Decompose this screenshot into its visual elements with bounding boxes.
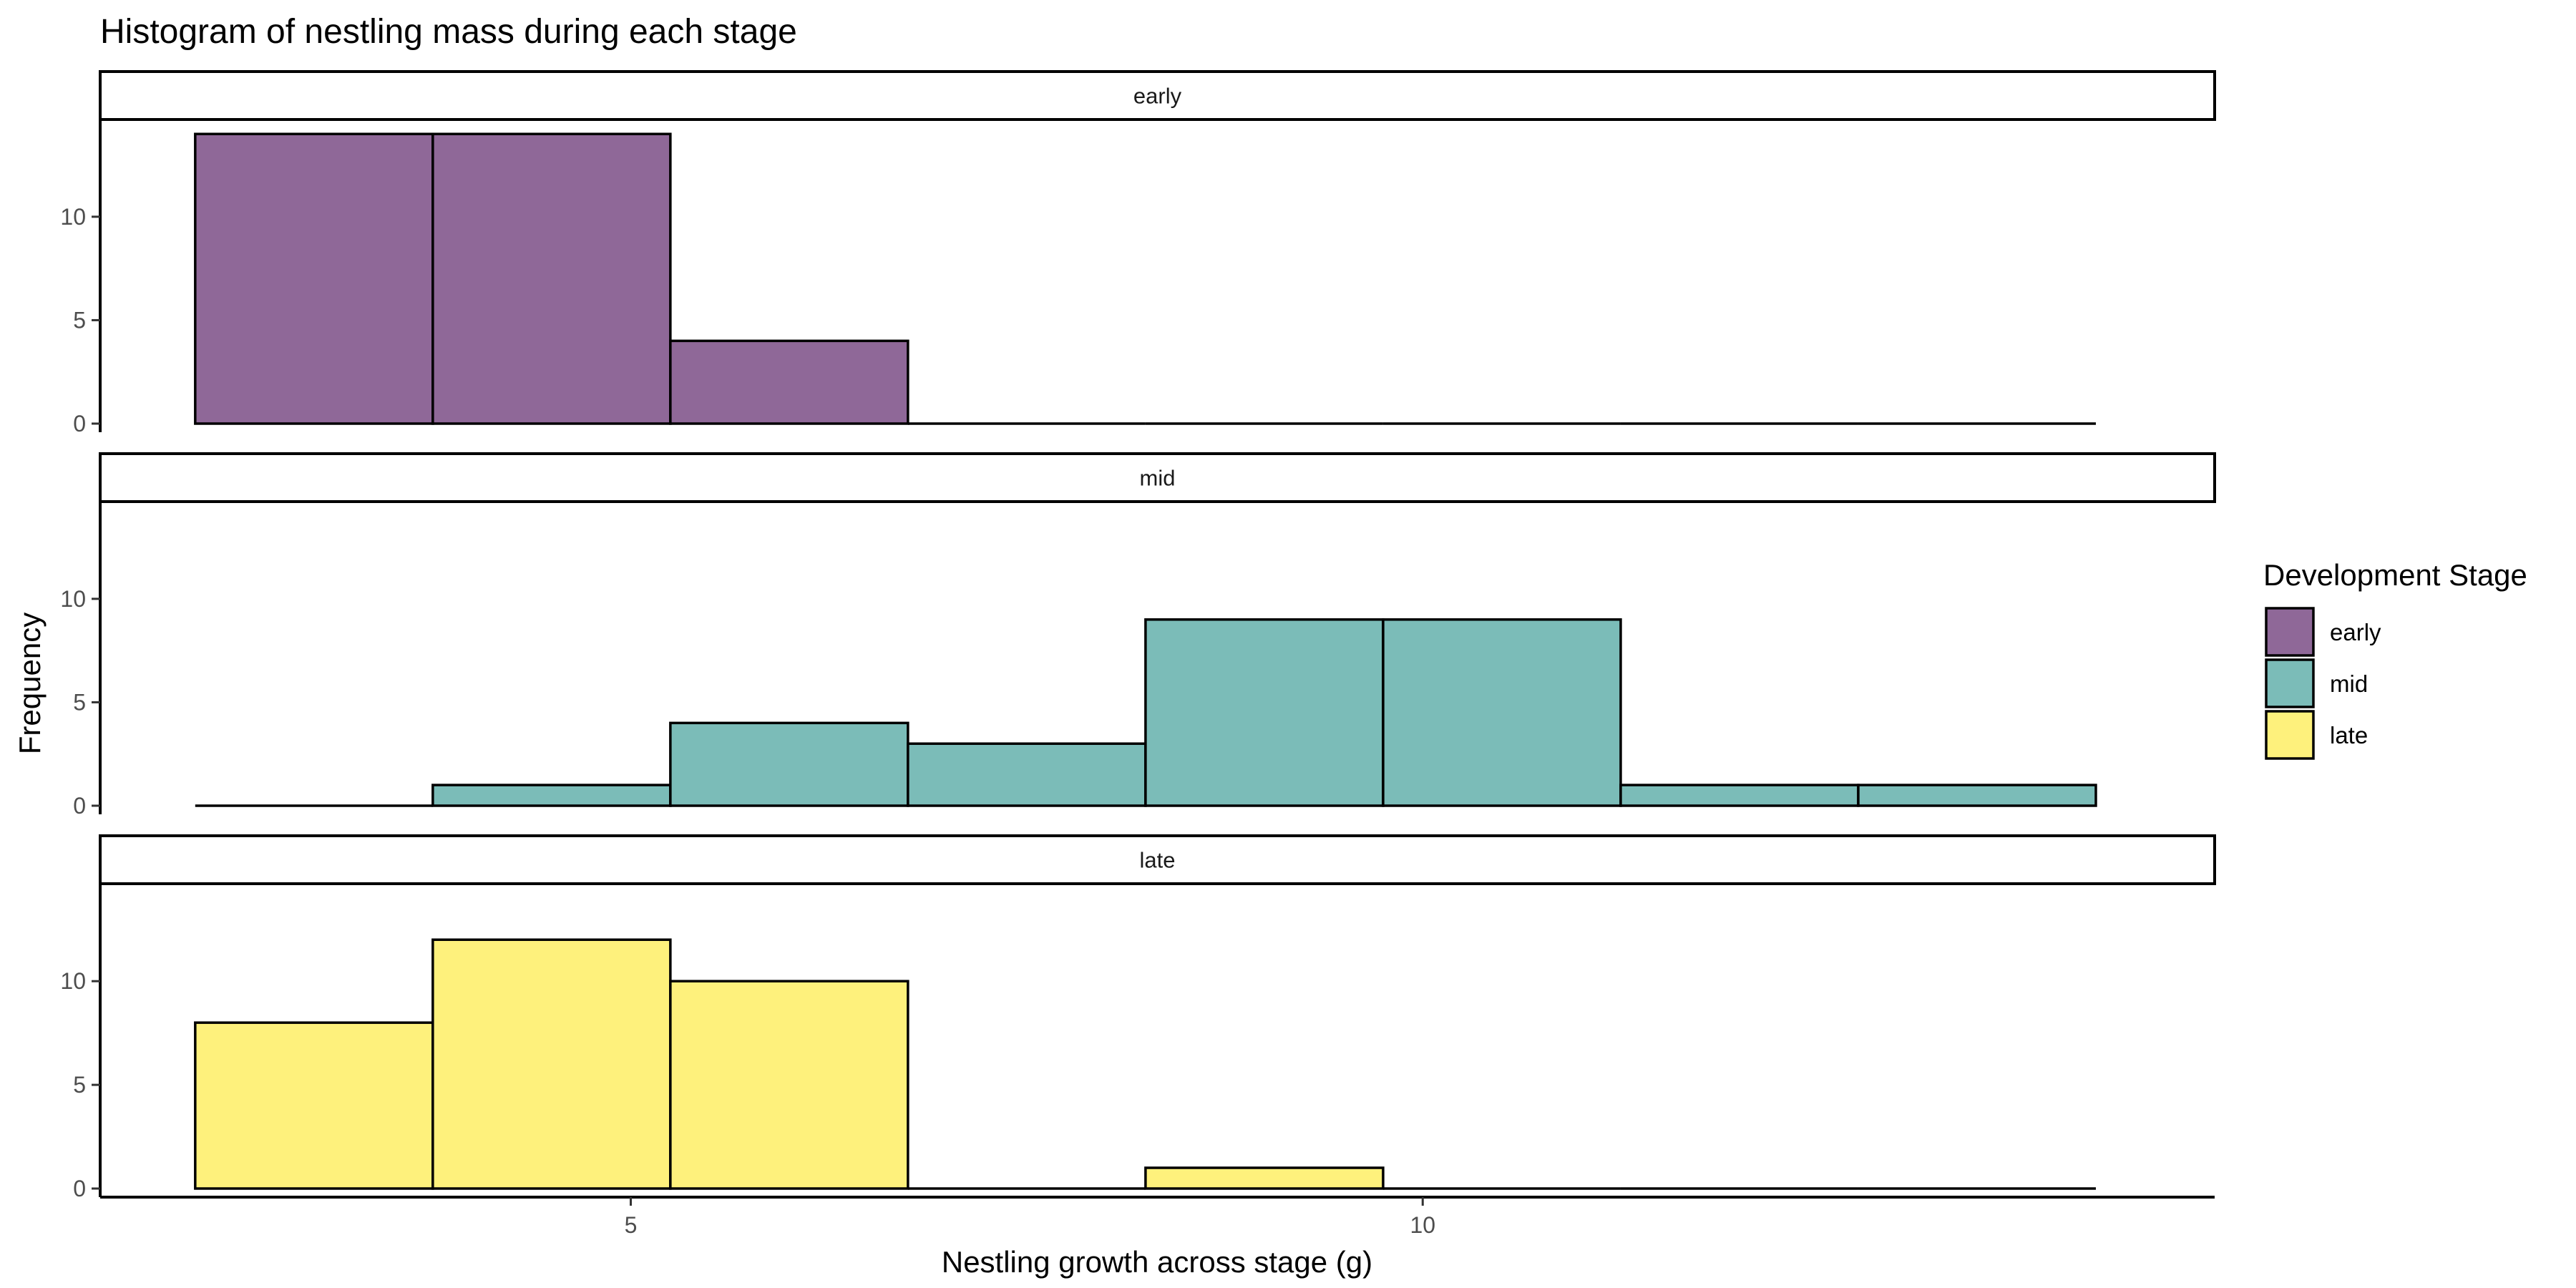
legend-label-mid: mid: [2330, 670, 2368, 697]
y-tick-label: 0: [73, 411, 86, 436]
legend-label-early: early: [2330, 619, 2381, 645]
x-axis: 5 10: [100, 1196, 2215, 1238]
y-tick-label: 10: [60, 586, 86, 612]
y-tick-label: 10: [60, 968, 86, 994]
facet-strip: [99, 70, 2216, 121]
histogram-bar: [669, 721, 909, 807]
x-axis-title: Nestling growth across stage (g): [942, 1245, 1372, 1279]
histogram-bar: [1144, 618, 1385, 807]
legend: Development Stage early mid late: [2263, 558, 2527, 760]
histogram-bar: [669, 980, 909, 1190]
y-tick-label: 10: [60, 204, 86, 230]
facet-strip: [99, 834, 2216, 885]
legend-title: Development Stage: [2263, 558, 2527, 592]
legend-label-late: late: [2330, 722, 2368, 748]
histogram-bar: [1857, 784, 2097, 807]
y-tick-label: 0: [73, 1176, 86, 1201]
histogram-bar: [431, 132, 672, 425]
histogram-bar: [907, 742, 1147, 807]
y-tick-label: 5: [73, 1072, 86, 1098]
legend-swatch-mid: [2265, 658, 2315, 708]
y-axis-title: Frequency: [13, 613, 47, 754]
histogram-bar: [194, 132, 434, 425]
facet-mid: mid 0 5 10: [60, 452, 2216, 819]
y-tick-label: 5: [73, 307, 86, 333]
histogram-bar: [669, 339, 909, 425]
facet-strip-label: mid: [1140, 466, 1176, 491]
facet-early: early 0 5 10: [60, 70, 2216, 436]
histogram-bar: [1619, 784, 1860, 807]
x-tick-label: 10: [1410, 1212, 1435, 1238]
histogram-bar: [194, 1021, 434, 1190]
y-tick-label: 0: [73, 793, 86, 819]
facet-strip-label: late: [1140, 848, 1176, 873]
chart-title: Histogram of nestling mass during each s…: [100, 13, 797, 51]
histogram-bar: [431, 938, 672, 1190]
histogram-bar: [1382, 618, 1622, 807]
facet-late: late 0 5 10: [60, 834, 2216, 1201]
facet-panels: early 0 5 10 mid 0 5 10 late 0 5 10: [60, 70, 2216, 1201]
legend-swatch-late: [2265, 710, 2315, 760]
legend-swatch-early: [2265, 607, 2315, 657]
x-tick-label: 5: [625, 1212, 638, 1238]
histogram-bar: [431, 784, 672, 807]
facet-strip: [99, 452, 2216, 503]
y-tick-label: 5: [73, 689, 86, 715]
facet-strip-label: early: [1133, 84, 1182, 109]
histogram-bar: [1144, 1166, 1385, 1190]
